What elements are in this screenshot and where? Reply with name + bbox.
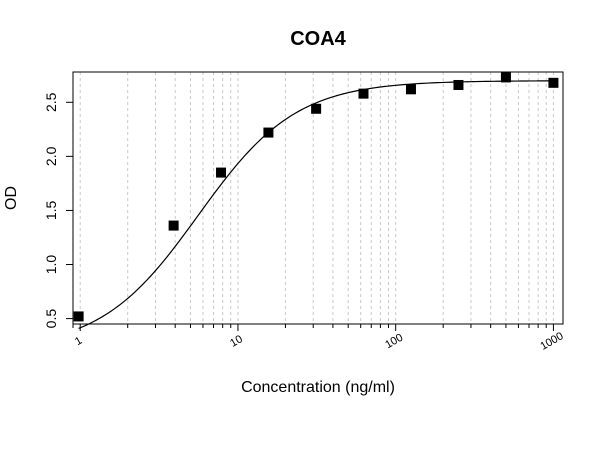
- x-tick-label: 1000: [538, 330, 565, 353]
- chart-title: COA4: [290, 28, 346, 50]
- data-point: [311, 103, 322, 114]
- data-point: [263, 127, 274, 138]
- data-point: [453, 79, 464, 90]
- x-axis: 1 10 100 1000: [72, 324, 566, 353]
- y-tick-label: 2.0: [43, 146, 59, 166]
- y-tick-label: 2.5: [43, 92, 59, 112]
- y-tick-label: 1.0: [43, 255, 59, 275]
- y-axis-label: OD: [3, 186, 20, 210]
- plot-frame: [72, 71, 564, 325]
- y-tick-label: 0.5: [43, 309, 59, 329]
- data-point: [216, 167, 227, 178]
- data-points: [73, 72, 559, 322]
- y-axis: 0.5 1.0 1.5 2.0 2.5: [43, 92, 73, 328]
- data-point: [548, 77, 559, 88]
- data-point: [500, 72, 511, 83]
- data-point: [405, 84, 416, 95]
- fit-curve: [78, 80, 554, 330]
- x-tick-label: 100: [383, 332, 405, 352]
- x-tick-label: 10: [228, 333, 245, 350]
- grid: [72, 72, 554, 324]
- data-point: [73, 311, 84, 322]
- x-axis-label: Concentration (ng/ml): [241, 379, 395, 396]
- y-tick-label: 1.5: [43, 200, 59, 220]
- data-point: [168, 220, 179, 231]
- data-point: [358, 88, 369, 99]
- x-tick-label: 1: [73, 335, 84, 348]
